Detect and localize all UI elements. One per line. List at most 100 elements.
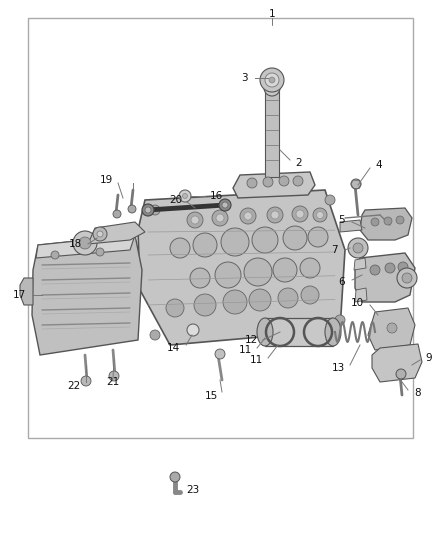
Circle shape <box>371 218 379 226</box>
Polygon shape <box>138 190 345 345</box>
Circle shape <box>244 258 272 286</box>
Circle shape <box>247 178 257 188</box>
Polygon shape <box>354 258 366 270</box>
Text: 23: 23 <box>186 485 199 495</box>
Circle shape <box>96 248 104 256</box>
Circle shape <box>51 251 59 259</box>
Circle shape <box>145 207 151 213</box>
Circle shape <box>396 216 404 224</box>
Circle shape <box>353 243 363 253</box>
Circle shape <box>398 262 408 272</box>
Circle shape <box>273 258 297 282</box>
Text: 7: 7 <box>332 245 338 255</box>
Polygon shape <box>36 235 135 258</box>
Circle shape <box>335 315 345 325</box>
Circle shape <box>142 204 154 216</box>
Circle shape <box>301 286 319 304</box>
Circle shape <box>222 202 228 208</box>
Circle shape <box>109 371 119 381</box>
Polygon shape <box>372 344 422 382</box>
Circle shape <box>317 212 324 219</box>
Polygon shape <box>368 308 415 350</box>
Circle shape <box>264 80 280 96</box>
Circle shape <box>215 349 225 359</box>
Circle shape <box>351 179 361 189</box>
Circle shape <box>79 237 91 249</box>
Circle shape <box>97 231 103 237</box>
Polygon shape <box>32 235 142 355</box>
Circle shape <box>370 265 380 275</box>
Circle shape <box>150 205 160 215</box>
Circle shape <box>113 210 121 218</box>
Circle shape <box>269 77 275 83</box>
Circle shape <box>244 212 252 220</box>
Text: 5: 5 <box>339 215 345 225</box>
Circle shape <box>313 208 327 222</box>
Circle shape <box>166 299 184 317</box>
Circle shape <box>187 324 199 336</box>
Circle shape <box>292 206 308 222</box>
Circle shape <box>150 330 160 340</box>
Circle shape <box>325 195 335 205</box>
Circle shape <box>385 263 395 273</box>
Ellipse shape <box>257 318 273 346</box>
Circle shape <box>183 193 187 198</box>
Circle shape <box>215 262 241 288</box>
Polygon shape <box>340 220 362 232</box>
Circle shape <box>348 238 368 258</box>
Circle shape <box>387 323 397 333</box>
Circle shape <box>221 228 249 256</box>
Polygon shape <box>360 208 412 240</box>
Polygon shape <box>355 288 367 302</box>
Circle shape <box>81 376 91 386</box>
Circle shape <box>260 68 284 92</box>
Text: 3: 3 <box>241 73 248 83</box>
Bar <box>28 18 413 438</box>
Circle shape <box>170 472 180 482</box>
Text: 14: 14 <box>167 343 180 353</box>
Circle shape <box>384 217 392 225</box>
Circle shape <box>179 190 191 202</box>
Circle shape <box>267 207 283 223</box>
Circle shape <box>223 290 247 314</box>
Circle shape <box>397 268 417 288</box>
Circle shape <box>193 233 217 257</box>
Text: 19: 19 <box>100 175 113 185</box>
Text: 6: 6 <box>339 277 345 287</box>
Circle shape <box>396 369 406 379</box>
Circle shape <box>219 199 231 211</box>
Circle shape <box>73 231 97 255</box>
Text: 11: 11 <box>250 355 263 365</box>
Polygon shape <box>20 278 33 305</box>
Text: 12: 12 <box>245 335 258 345</box>
Circle shape <box>93 227 107 241</box>
Circle shape <box>293 176 303 186</box>
Text: 22: 22 <box>67 381 80 391</box>
Text: 20: 20 <box>169 195 182 205</box>
Circle shape <box>263 177 273 187</box>
Circle shape <box>279 176 289 186</box>
Circle shape <box>249 289 271 311</box>
Circle shape <box>128 205 136 213</box>
Circle shape <box>240 208 256 224</box>
Text: 21: 21 <box>106 377 120 387</box>
Circle shape <box>194 294 216 316</box>
Circle shape <box>402 273 412 283</box>
Circle shape <box>283 226 307 250</box>
Text: 8: 8 <box>414 388 420 398</box>
Circle shape <box>216 214 224 222</box>
Circle shape <box>300 258 320 278</box>
Polygon shape <box>233 172 315 198</box>
Polygon shape <box>88 222 145 244</box>
Circle shape <box>252 227 278 253</box>
Circle shape <box>170 238 190 258</box>
Bar <box>265 318 333 346</box>
Ellipse shape <box>325 318 341 346</box>
Text: 11: 11 <box>239 345 252 355</box>
Text: 4: 4 <box>375 160 381 170</box>
Text: 15: 15 <box>205 391 218 401</box>
Text: 16: 16 <box>210 191 223 201</box>
Circle shape <box>191 216 199 224</box>
Text: 2: 2 <box>295 158 302 168</box>
Circle shape <box>187 212 203 228</box>
